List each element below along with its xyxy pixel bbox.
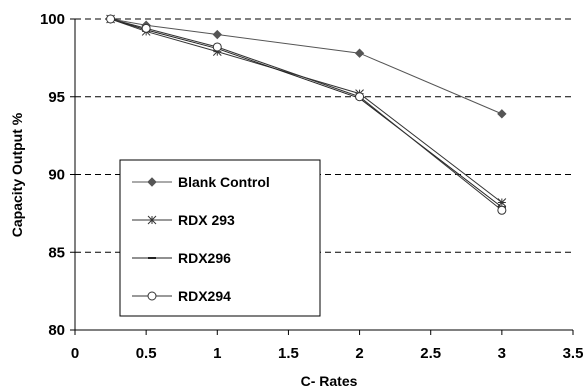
legend-label-2: RDX296 (178, 250, 231, 266)
series-3-point-0 (106, 14, 116, 24)
y-axis-title: Capacity Output % (9, 112, 25, 237)
x-tick-label-3: 3 (498, 345, 506, 362)
series-3-point-2 (212, 42, 222, 52)
legend-item-1: RDX 293 (132, 212, 235, 228)
x-tick-label-2.5: 2.5 (420, 345, 441, 362)
series-3 (106, 14, 507, 215)
axes: 80 85 90 95 100 0 0.5 1 1.5 2 2.5 3 3.5 (40, 11, 583, 362)
y-tick-label-80: 80 (48, 322, 65, 339)
legend-item-2: RDX296 (132, 250, 231, 266)
series-line-0 (110, 18, 503, 115)
legend-label-3: RDX294 (178, 288, 231, 304)
series-3-point-4 (497, 205, 507, 215)
series-1-point-4 (497, 198, 507, 207)
legend-marker-1 (147, 215, 157, 225)
legend-box (119, 159, 321, 317)
y-tick-label-85: 85 (48, 244, 65, 261)
x-tick-label-3.5: 3.5 (563, 345, 584, 362)
legend: Blank Control RDX 293 RDX296 RDX294 (119, 159, 321, 317)
series-0-point-3 (354, 48, 365, 58)
legend-item-3: RDX294 (132, 288, 231, 304)
x-tick-label-2: 2 (355, 345, 363, 362)
x-tick-label-0.5: 0.5 (136, 345, 157, 362)
x-axis-title: C- Rates (301, 373, 358, 389)
y-tick-label-95: 95 (48, 89, 65, 106)
legend-label-0: Blank Control (178, 174, 270, 190)
series-3-point-1 (141, 23, 151, 33)
y-tick-label-100: 100 (40, 11, 65, 28)
legend-label-1: RDX 293 (178, 212, 235, 228)
x-tick-label-0: 0 (71, 345, 79, 362)
series-0-point-4 (497, 109, 507, 119)
series-lines (105, 14, 507, 215)
series-0 (105, 14, 507, 119)
series-3-point-3 (355, 92, 365, 102)
legend-marker-0 (147, 177, 157, 187)
series-0-point-2 (212, 29, 222, 40)
y-tick-label-90: 90 (48, 167, 65, 184)
x-tick-label-1: 1 (213, 345, 221, 362)
x-tick-label-1.5: 1.5 (278, 345, 299, 362)
legend-marker-3 (147, 291, 157, 301)
legend-item-0: Blank Control (132, 174, 270, 190)
